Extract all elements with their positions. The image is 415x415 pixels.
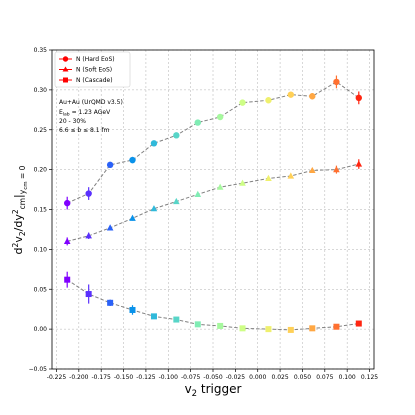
x-tick-label: 0.050 [294, 374, 311, 381]
data-point-cascade [194, 321, 201, 328]
legend-marker-cascade [63, 77, 68, 83]
data-point-hard [85, 190, 92, 197]
annotation: Au+Au (UrQMD v3.5) Elab = 1.23 AGeV 20 -… [59, 99, 123, 134]
x-tick-label: -0.050 [203, 374, 223, 381]
annotation-energy: Elab = 1.23 AGeV [59, 109, 111, 118]
annotation-system: Au+Au (UrQMD v3.5) [59, 99, 123, 106]
x-tick-label: -0.175 [92, 374, 112, 381]
data-point-cascade [64, 276, 71, 283]
data-point-hard [216, 113, 224, 121]
x-tick-label: 0.125 [361, 374, 378, 381]
data-point-soft [129, 214, 136, 221]
grid-lines [52, 49, 374, 370]
y-tick-label: 0.20 [34, 167, 48, 174]
data-point-soft [287, 172, 295, 179]
legend-label-cascade: N (Cascade) [76, 77, 113, 84]
data-point-soft [194, 190, 202, 197]
data-point-cascade [265, 326, 272, 333]
legend-marker-hard [62, 56, 69, 62]
y-axis-label: d2v2/dy2cm|ycm = 0 [11, 165, 29, 254]
data-point-cascade [107, 299, 114, 306]
annotation-energy-sub: lab [63, 112, 70, 118]
data-point-hard [64, 199, 71, 207]
data-point-hard [265, 97, 272, 104]
data-point-hard [309, 93, 316, 100]
data-point-soft [333, 166, 340, 173]
data-point-soft [106, 224, 114, 231]
x-tick-label: -0.075 [181, 374, 201, 381]
annotation-centrality: 20 - 30% [59, 118, 86, 125]
annotation-impact: 6.6 ≤ b ≤ 8.1 fm [59, 127, 110, 134]
data-point-cascade [355, 320, 362, 327]
data-point-soft [63, 237, 71, 244]
data-point-hard [239, 99, 246, 106]
data-point-hard [173, 132, 180, 139]
data-point-soft [265, 174, 272, 181]
data-point-hard [106, 161, 114, 169]
data-point-hard [355, 94, 362, 102]
data-point-cascade [239, 325, 246, 332]
y-tick-label: 0.25 [34, 127, 48, 134]
x-tick-label: -0.150 [114, 374, 134, 381]
x-tick-label: 0.075 [316, 374, 333, 381]
x-tick-label: -0.025 [226, 374, 246, 381]
data-point-cascade [150, 313, 157, 320]
data-point-soft [355, 160, 363, 167]
x-tick-label: -0.200 [69, 374, 89, 381]
data-point-cascade [173, 316, 180, 323]
legend-label-soft: N (Soft EoS) [76, 67, 112, 74]
series-line-soft [67, 163, 359, 242]
data-point-hard [129, 156, 136, 164]
series-line-hard [67, 81, 360, 204]
x-tick-label: -0.225 [47, 374, 67, 381]
data-point-soft [85, 232, 92, 239]
data-point-soft [308, 166, 316, 174]
x-tick-label: 0.100 [339, 374, 356, 381]
x-tick-label: 0.000 [249, 374, 266, 381]
data-point-soft [216, 183, 224, 190]
x-tick-label: -0.125 [136, 374, 156, 381]
data-point-cascade [287, 326, 294, 333]
legend-marker-soft [62, 66, 69, 72]
data-point-hard [287, 91, 295, 98]
x-tick-label: 0.025 [271, 374, 288, 381]
y-tick-label: 0.00 [34, 326, 48, 333]
data-point-cascade [333, 323, 340, 330]
data-point-soft [150, 205, 158, 212]
x-axis-label: v2 trigger [185, 382, 242, 399]
data-point-hard [333, 78, 340, 86]
y-tick-label: 0.15 [34, 207, 48, 214]
data-point-cascade [217, 322, 224, 329]
data-point-hard [194, 119, 201, 126]
legend-label-hard: N (Hard EoS) [76, 56, 115, 63]
axis-ticks: -0.225 -0.200 -0.175 -0.150 -0.125 -0.100 -0.0… [29, 47, 379, 381]
y-tick-label: 0.10 [34, 246, 48, 253]
y-tick-label: 0.35 [34, 47, 48, 54]
y-tick-label: 0.05 [34, 286, 48, 293]
legend: N (Hard EoS) N (Soft EoS) N (Cascade) [54, 51, 131, 88]
annotation-energy-value: = 1.23 AGeV [70, 109, 111, 116]
x-tick-label: -0.100 [159, 374, 179, 381]
y-tick-label: −0.05 [29, 366, 48, 373]
data-point-cascade [309, 325, 316, 332]
series-line-cascade [66, 279, 359, 331]
data-point-soft [173, 197, 180, 205]
data-point-hard [150, 140, 158, 147]
y-tick-label: 0.30 [34, 87, 48, 94]
legend-box [54, 51, 131, 88]
data-series [63, 75, 363, 333]
data-point-soft [239, 179, 246, 186]
data-point-cascade [85, 291, 92, 298]
data-point-cascade [129, 306, 136, 313]
